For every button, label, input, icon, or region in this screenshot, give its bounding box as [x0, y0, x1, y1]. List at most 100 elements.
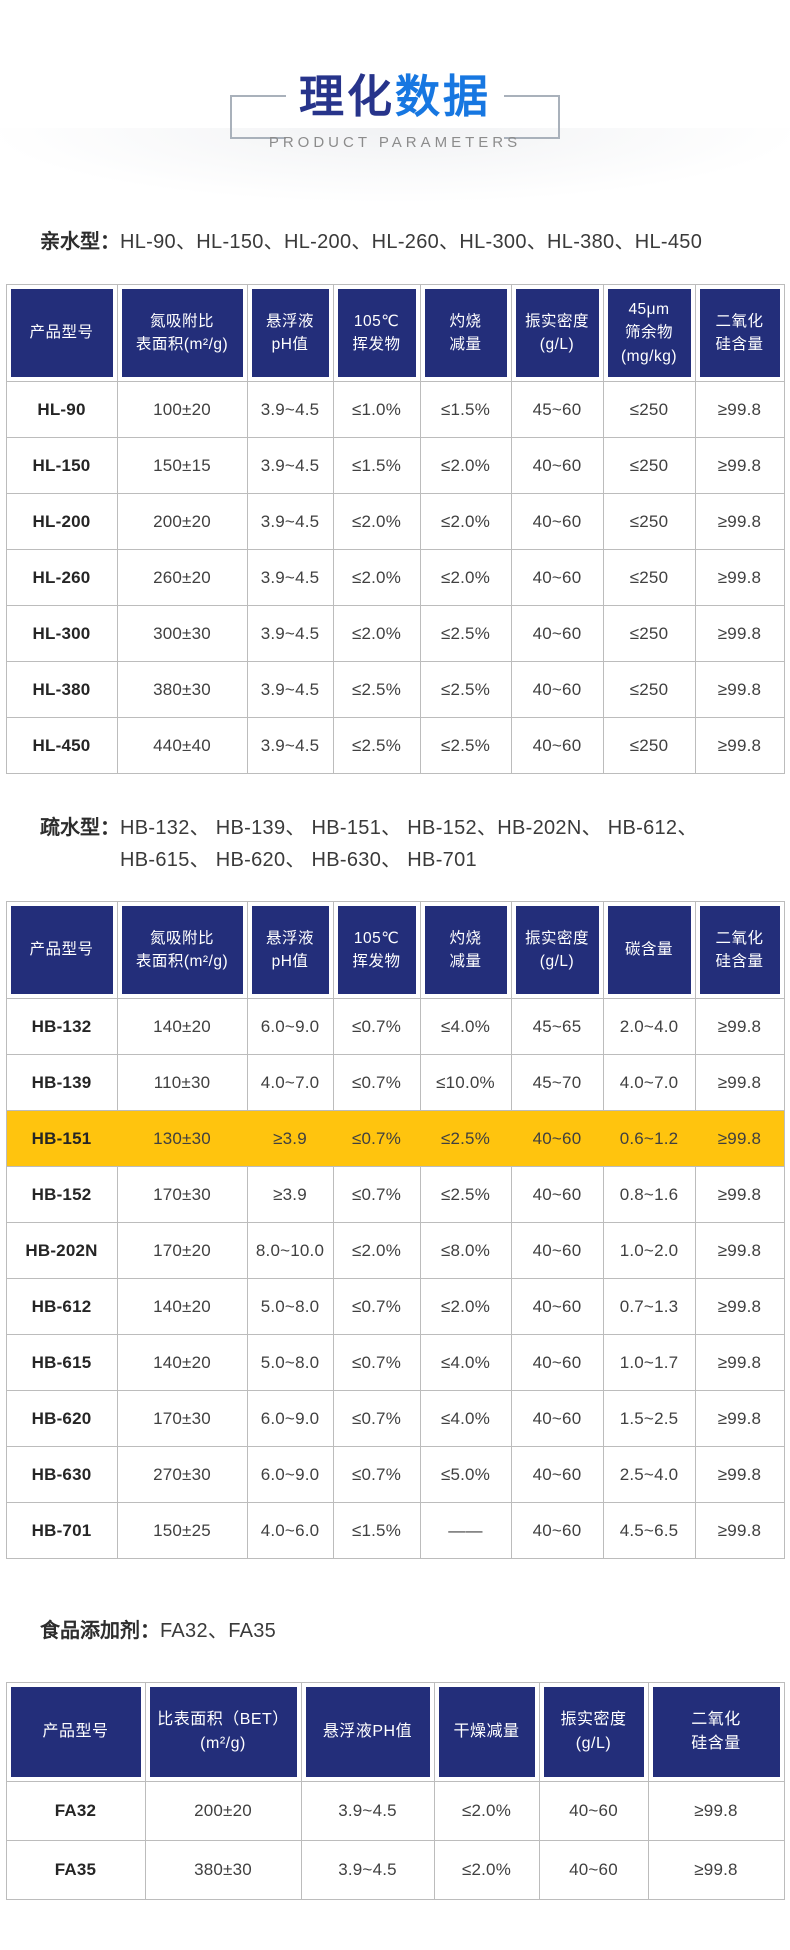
value-cell: ≥99.8 — [694, 437, 785, 494]
value-cell: 3.9~4.5 — [246, 661, 334, 718]
value-cell: ≤2.5% — [419, 605, 512, 662]
header-cell: 45μm 筛余物 (mg/kg) — [602, 284, 696, 382]
value-cell: 40~60 — [510, 1502, 604, 1559]
value-cell: 40~60 — [510, 1390, 604, 1447]
table-row: HB-202N 170±20 8.0~10.0 ≤2.0% ≤8.0% 40~60 1.0~… — [5, 1222, 785, 1279]
table-row: HL-90 100±20 3.9~4.5 ≤1.0% ≤1.5% 45~60 ≤250 ≥99… — [5, 381, 785, 438]
value-cell: ≥99.8 — [694, 1334, 785, 1391]
value-cell: ≤2.5% — [332, 661, 421, 718]
value-cell: ≥99.8 — [694, 1502, 785, 1559]
value-cell: ≥99.8 — [647, 1840, 785, 1900]
table-row: HB-630 270±30 6.0~9.0 ≤0.7% ≤5.0% 40~60 2.5~4.… — [5, 1446, 785, 1503]
value-cell: ≤0.7% — [332, 1054, 421, 1111]
header-cell: 产品型号 — [5, 901, 118, 999]
value-cell: ≤8.0% — [419, 1222, 512, 1279]
value-cell: ≤2.0% — [433, 1840, 540, 1900]
header-cell: 比表面积（BET） (m²/g) — [144, 1682, 302, 1782]
value-cell: ≥99.8 — [694, 1278, 785, 1335]
model-cell: HB-202N — [5, 1222, 118, 1279]
header-cell-label: 产品型号 — [10, 289, 113, 377]
value-cell: ≤2.0% — [419, 1278, 512, 1335]
section-title-hydrophilic: 亲水型： HL-90、HL-150、HL-200、HL-260、HL-300、H… — [0, 226, 790, 258]
model-cell: HB-132 — [5, 998, 118, 1055]
page-title-part-2: 数据 — [395, 71, 492, 122]
value-cell: 40~60 — [510, 605, 604, 662]
value-cell: ≥99.8 — [694, 717, 785, 774]
value-cell: ≤4.0% — [419, 1390, 512, 1447]
value-cell: ≤1.5% — [419, 381, 512, 438]
header-row: 产品型号 氮吸附比 表面积(m²/g) 悬浮液 pH值 105℃ 挥发物 灼烧 减量 振实… — [5, 901, 785, 999]
header-cell-label: 碳含量 — [607, 906, 691, 994]
section-label: 食品添加剂： — [40, 1620, 160, 1642]
value-cell: ≥99.8 — [694, 661, 785, 718]
value-cell: ≥99.8 — [647, 1781, 785, 1841]
value-cell: 6.0~9.0 — [246, 1390, 334, 1447]
value-cell: 45~65 — [510, 998, 604, 1055]
value-cell: ≤4.0% — [419, 998, 512, 1055]
value-cell: 140±20 — [116, 1278, 248, 1335]
header-cell-label: 振实密度 (g/L) — [543, 1687, 644, 1777]
value-cell: 260±20 — [116, 549, 248, 606]
value-cell: 40~60 — [510, 1446, 604, 1503]
value-cell: ≤250 — [602, 717, 696, 774]
table-row: HB-139 110±30 4.0~7.0 ≤0.7% ≤10.0% 45~70 4.0~7… — [5, 1054, 785, 1111]
value-cell: 170±30 — [116, 1390, 248, 1447]
header-cell-label: 灼烧 减量 — [424, 289, 507, 377]
value-cell: ≥99.8 — [694, 1390, 785, 1447]
table-head: 产品型号 氮吸附比 表面积(m²/g) 悬浮液 pH值 105℃ 挥发物 灼烧 减量 振实… — [5, 284, 785, 382]
table-row: HB-152 170±30 ≥3.9 ≤0.7% ≤2.5% 40~60 0.8~1.6 ≥9… — [5, 1166, 785, 1223]
model-cell: HB-612 — [5, 1278, 118, 1335]
header-cell: 碳含量 — [602, 901, 696, 999]
model-cell: HL-150 — [5, 437, 118, 494]
header-cell-label: 二氧化 硅含量 — [652, 1687, 780, 1777]
header-cell: 氮吸附比 表面积(m²/g) — [116, 284, 248, 382]
table-food-additive: 产品型号 比表面积（BET） (m²/g) 悬浮液PH值 干燥减量 振实密度 (g/L)… — [5, 1682, 785, 1900]
value-cell: 130±30 — [116, 1110, 248, 1167]
table-body: HL-90 100±20 3.9~4.5 ≤1.0% ≤1.5% 45~60 ≤250 ≥99… — [5, 381, 785, 774]
value-cell: 40~60 — [538, 1781, 649, 1841]
model-cell: HL-450 — [5, 717, 118, 774]
header-cell-label: 45μm 筛余物 (mg/kg) — [607, 289, 691, 377]
value-cell: ≤2.5% — [419, 1166, 512, 1223]
header-cell: 二氧化 硅含量 — [647, 1682, 785, 1782]
value-cell: 170±30 — [116, 1166, 248, 1223]
header-cell-label: 氮吸附比 表面积(m²/g) — [121, 906, 243, 994]
value-cell: 45~70 — [510, 1054, 604, 1111]
value-cell: ≤2.5% — [419, 717, 512, 774]
table-hydrophilic: 产品型号 氮吸附比 表面积(m²/g) 悬浮液 pH值 105℃ 挥发物 灼烧 减量 振实… — [5, 284, 785, 774]
header-cell: 振实密度 (g/L) — [510, 901, 604, 999]
value-cell: ≤2.5% — [332, 717, 421, 774]
value-cell: 5.0~8.0 — [246, 1334, 334, 1391]
value-cell: 380±30 — [144, 1840, 302, 1900]
value-cell: 140±20 — [116, 1334, 248, 1391]
header-cell: 二氧化 硅含量 — [694, 901, 785, 999]
value-cell: ≤2.0% — [433, 1781, 540, 1841]
table-row: HL-450 440±40 3.9~4.5 ≤2.5% ≤2.5% 40~60 ≤250 ≥9… — [5, 717, 785, 774]
table-row: HL-200 200±20 3.9~4.5 ≤2.0% ≤2.0% 40~60 ≤250 ≥9… — [5, 493, 785, 550]
model-cell: HB-630 — [5, 1446, 118, 1503]
value-cell: ≤2.0% — [419, 493, 512, 550]
value-cell: 2.0~4.0 — [602, 998, 696, 1055]
value-cell: ≥99.8 — [694, 1110, 785, 1167]
value-cell: ≤2.0% — [332, 1222, 421, 1279]
header-cell-label: 干燥减量 — [438, 1687, 535, 1777]
value-cell: ≤2.0% — [332, 605, 421, 662]
value-cell: 3.9~4.5 — [246, 437, 334, 494]
model-cell: HB-701 — [5, 1502, 118, 1559]
header-cell-label: 二氧化 硅含量 — [699, 906, 780, 994]
value-cell: ≤2.5% — [419, 661, 512, 718]
header-cell-label: 105℃ 挥发物 — [337, 906, 416, 994]
header-cell-label: 悬浮液 pH值 — [251, 289, 329, 377]
value-cell: ≤0.7% — [332, 1334, 421, 1391]
value-cell: 200±20 — [144, 1781, 302, 1841]
value-cell: 40~60 — [510, 1334, 604, 1391]
value-cell: 3.9~4.5 — [246, 717, 334, 774]
value-cell: ≤1.0% — [332, 381, 421, 438]
value-cell: ≤0.7% — [332, 1446, 421, 1503]
value-cell: 4.0~7.0 — [602, 1054, 696, 1111]
header-cell-label: 105℃ 挥发物 — [337, 289, 416, 377]
header-cell-label: 灼烧 减量 — [424, 906, 507, 994]
value-cell: ≤4.0% — [419, 1334, 512, 1391]
model-cell: HB-139 — [5, 1054, 118, 1111]
value-cell: 440±40 — [116, 717, 248, 774]
